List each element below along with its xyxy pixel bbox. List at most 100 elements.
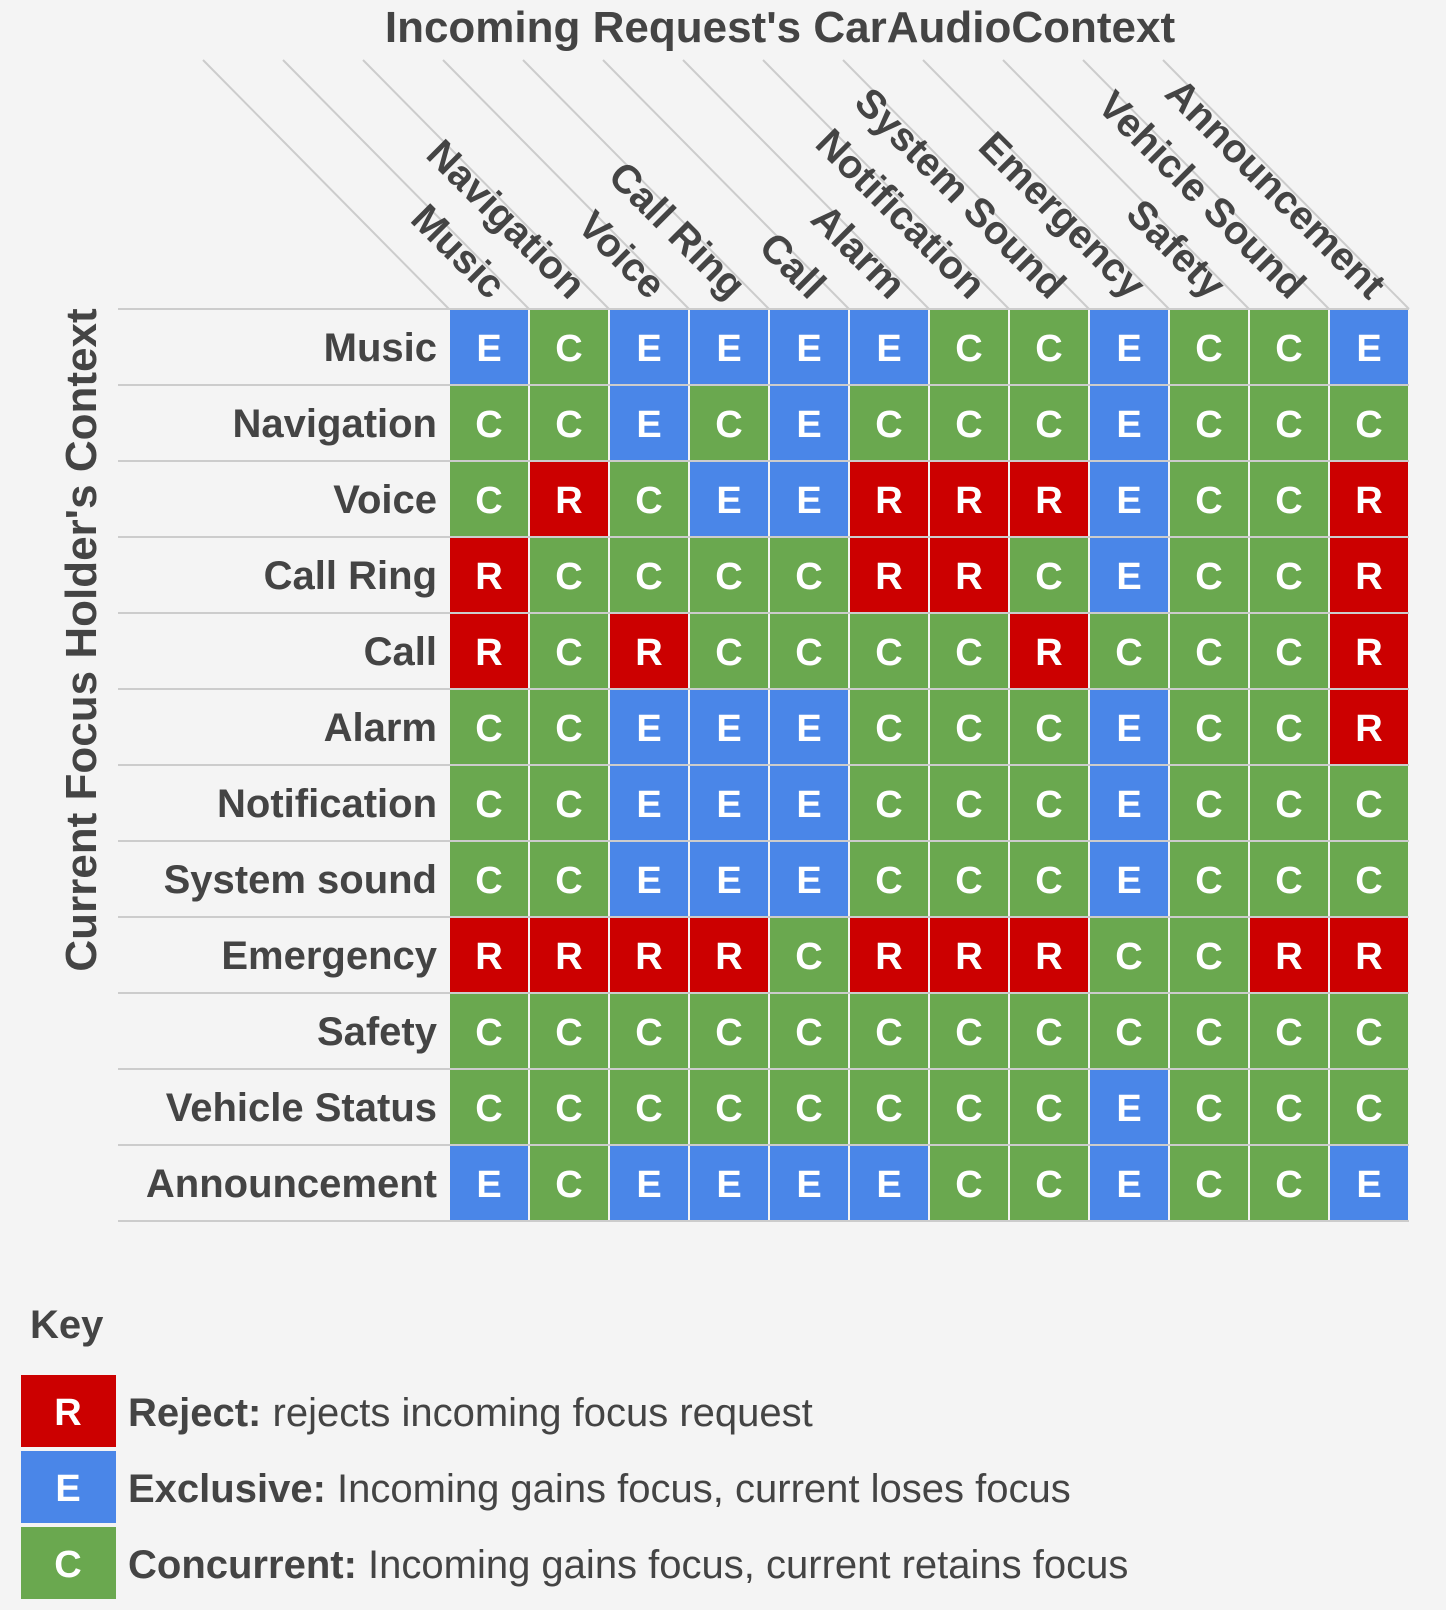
matrix-cell-fill <box>1250 842 1328 916</box>
matrix-cell-letter: C <box>555 1012 582 1054</box>
column-guide-line <box>1082 59 1330 310</box>
matrix-cell-fill <box>1330 1146 1408 1220</box>
matrix-cell-letter: E <box>636 784 661 826</box>
matrix-cell-letter: E <box>636 860 661 902</box>
matrix-cell-letter: R <box>635 936 662 978</box>
column-guide-line <box>1162 59 1410 310</box>
matrix-cell-letter: E <box>796 1164 821 1206</box>
matrix-cell-letter: E <box>1116 480 1141 522</box>
matrix-cell-letter: C <box>1195 784 1222 826</box>
matrix-cell-letter: C <box>955 708 982 750</box>
matrix-cell: E <box>770 310 848 384</box>
matrix-cell: C <box>770 918 848 992</box>
matrix-cell-letter: C <box>1195 556 1222 598</box>
matrix-cell-letter: C <box>1035 1164 1062 1206</box>
matrix-cell: E <box>1090 690 1168 764</box>
matrix-cell-letter: C <box>1035 708 1062 750</box>
matrix-cell: R <box>450 918 528 992</box>
matrix-cell-fill <box>1090 690 1168 764</box>
matrix-cell: R <box>930 538 1008 612</box>
matrix-cell: C <box>1250 386 1328 460</box>
matrix-cell: C <box>1010 690 1088 764</box>
matrix-cell: C <box>450 690 528 764</box>
matrix-cell: C <box>690 538 768 612</box>
row-header: Notification <box>217 782 437 826</box>
matrix-cell-fill <box>770 386 848 460</box>
matrix-title: Incoming Request's CarAudioContext <box>385 3 1176 52</box>
matrix-cell: C <box>770 538 848 612</box>
matrix-cell: C <box>1330 766 1408 840</box>
matrix-cell-letter: C <box>1275 328 1302 370</box>
matrix-cell-letter: C <box>715 1012 742 1054</box>
matrix-cell-letter: C <box>875 632 902 674</box>
matrix-cell-letter: E <box>716 480 741 522</box>
matrix-cell-fill <box>1330 766 1408 840</box>
matrix-cell: R <box>450 538 528 612</box>
matrix-cell-fill <box>1170 386 1248 460</box>
matrix-cell-letter: C <box>635 1012 662 1054</box>
matrix-cell: C <box>1170 1146 1248 1220</box>
matrix-cell-fill <box>690 766 768 840</box>
matrix-cell-letter: R <box>475 936 502 978</box>
matrix-cell-letter: C <box>795 632 822 674</box>
matrix-cell-fill <box>610 1146 688 1220</box>
matrix-cell: E <box>770 766 848 840</box>
key-name: Concurrent: <box>128 1543 357 1587</box>
matrix-cell-letter: C <box>475 1012 502 1054</box>
matrix-cell-letter: E <box>636 708 661 750</box>
matrix-cell-letter: R <box>875 480 902 522</box>
matrix-cell-letter: E <box>796 328 821 370</box>
matrix-cell-letter: C <box>555 556 582 598</box>
matrix-cell-letter: E <box>796 404 821 446</box>
matrix-cell: C <box>450 1070 528 1144</box>
matrix-cell-letter: E <box>716 784 741 826</box>
matrix-cell-letter: C <box>1275 860 1302 902</box>
matrix-cell-letter: E <box>636 328 661 370</box>
column-guide-line <box>1002 59 1250 310</box>
matrix-cell: C <box>530 538 608 612</box>
matrix-cell-letter: C <box>1195 1164 1222 1206</box>
matrix-cell: C <box>930 994 1008 1068</box>
matrix-cell-letter: E <box>876 328 901 370</box>
matrix-cell-fill <box>610 918 688 992</box>
column-guide-line <box>682 59 930 310</box>
matrix-cell-letter: R <box>1355 936 1382 978</box>
matrix-cell-fill <box>850 690 928 764</box>
matrix-cell-fill <box>1250 766 1328 840</box>
matrix-cell: R <box>850 918 928 992</box>
matrix-cell-letter: E <box>796 480 821 522</box>
matrix-cell-letter: R <box>955 936 982 978</box>
matrix-cell: C <box>1170 766 1248 840</box>
matrix-cell: E <box>690 690 768 764</box>
matrix-cell-fill <box>770 918 848 992</box>
matrix-cell-letter: E <box>716 860 741 902</box>
matrix-cell: R <box>610 614 688 688</box>
matrix-cell: E <box>690 766 768 840</box>
matrix-cell-letter: R <box>1035 936 1062 978</box>
matrix-cell-letter: C <box>475 1088 502 1130</box>
matrix-cell: R <box>850 462 928 536</box>
matrix-cell-fill <box>1010 1070 1088 1144</box>
matrix-cell-fill <box>930 310 1008 384</box>
matrix-cell: C <box>770 614 848 688</box>
matrix-cell: E <box>690 462 768 536</box>
matrix-cell-fill <box>1330 690 1408 764</box>
key-title: Key <box>30 1303 104 1347</box>
matrix-cell-fill <box>850 1146 928 1220</box>
matrix-cell: E <box>770 386 848 460</box>
key-name: Exclusive: <box>128 1467 326 1511</box>
row-header: Safety <box>317 1010 438 1054</box>
matrix-cell: C <box>930 690 1008 764</box>
matrix-cell: C <box>1330 1070 1408 1144</box>
matrix-cell-letter: C <box>715 556 742 598</box>
matrix-cell: C <box>1010 310 1088 384</box>
key-text: Concurrent: Incoming gains focus, curren… <box>128 1543 1128 1587</box>
matrix-cell-letter: C <box>475 404 502 446</box>
row-header: Music <box>324 326 437 370</box>
matrix-cell-fill <box>930 690 1008 764</box>
matrix-cell-letter: R <box>715 936 742 978</box>
key-swatch <box>21 1451 116 1523</box>
matrix-cell-letter: C <box>1195 936 1222 978</box>
matrix-cell-fill <box>1010 614 1088 688</box>
matrix-cell-fill <box>1250 310 1328 384</box>
